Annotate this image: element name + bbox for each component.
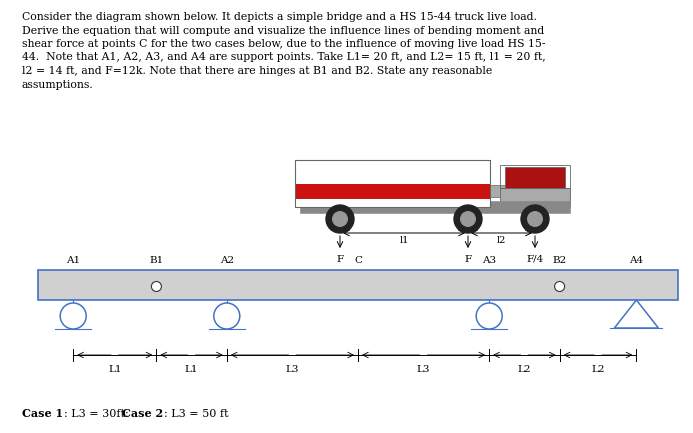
Text: Derive the equation that will compute and visualize the influence lines of bendi: Derive the equation that will compute an… — [22, 26, 544, 36]
Text: L2: L2 — [591, 365, 605, 374]
Text: l2: l2 — [497, 236, 506, 245]
Text: : L3 = 30ft:: : L3 = 30ft: — [64, 409, 136, 419]
Text: B2: B2 — [552, 256, 567, 265]
Text: Consider the diagram shown below. It depicts a simple bridge and a HS 15-44 truc: Consider the diagram shown below. It dep… — [22, 12, 537, 22]
Text: assumptions.: assumptions. — [22, 80, 94, 90]
Circle shape — [476, 303, 502, 329]
Text: F: F — [464, 255, 471, 264]
Text: C: C — [354, 256, 362, 265]
Circle shape — [528, 212, 543, 226]
Text: L1: L1 — [185, 365, 198, 374]
Circle shape — [60, 303, 86, 329]
Text: 44.  Note that A1, A2, A3, and A4 are support points. Take L1= 20 ft, and L2= 15: 44. Note that A1, A2, A3, and A4 are sup… — [22, 52, 546, 62]
Circle shape — [461, 212, 475, 226]
Text: Case 2: Case 2 — [122, 408, 163, 419]
Bar — [38, 270, 678, 300]
Circle shape — [521, 205, 549, 233]
Circle shape — [214, 303, 240, 329]
Text: A1: A1 — [66, 256, 80, 265]
Bar — [295, 184, 490, 199]
Circle shape — [151, 281, 161, 291]
Bar — [295, 160, 490, 184]
Bar — [300, 201, 570, 213]
Bar — [295, 199, 490, 207]
Text: A3: A3 — [482, 256, 496, 265]
Bar — [505, 167, 565, 188]
Bar — [490, 185, 505, 197]
Text: B1: B1 — [149, 256, 164, 265]
Text: shear force at points C for the two cases below, due to the influence of moving : shear force at points C for the two case… — [22, 39, 545, 49]
Circle shape — [454, 205, 482, 233]
Text: L2: L2 — [518, 365, 531, 374]
Text: L3: L3 — [417, 365, 430, 374]
Text: F/4: F/4 — [527, 255, 543, 264]
Polygon shape — [615, 300, 658, 328]
Text: l2 = 14 ft, and F=12k. Note that there are hinges at B1 and B2. State any reason: l2 = 14 ft, and F=12k. Note that there a… — [22, 66, 492, 76]
Circle shape — [326, 205, 354, 233]
Text: l1: l1 — [399, 236, 409, 245]
Bar — [500, 165, 570, 188]
Text: A2: A2 — [220, 256, 234, 265]
Text: F: F — [336, 255, 344, 264]
Bar — [295, 160, 490, 207]
Text: : L3 = 50 ft: : L3 = 50 ft — [164, 409, 229, 419]
Bar — [500, 188, 570, 207]
Text: L3: L3 — [286, 365, 299, 374]
Circle shape — [554, 281, 565, 291]
Text: A4: A4 — [629, 256, 644, 265]
Text: Case 1: Case 1 — [22, 408, 63, 419]
Text: L1: L1 — [108, 365, 121, 374]
Circle shape — [333, 212, 347, 226]
